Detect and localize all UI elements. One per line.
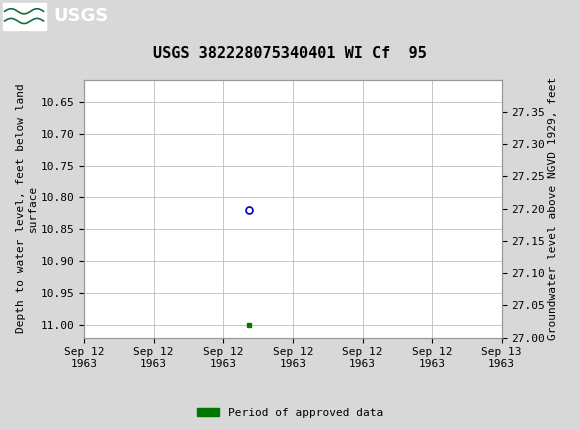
Text: USGS: USGS [53, 7, 108, 25]
FancyBboxPatch shape [3, 3, 46, 30]
Text: USGS 382228075340401 WI Cf  95: USGS 382228075340401 WI Cf 95 [153, 46, 427, 61]
Legend: Period of approved data: Period of approved data [193, 403, 387, 422]
Y-axis label: Groundwater level above NGVD 1929, feet: Groundwater level above NGVD 1929, feet [548, 77, 558, 340]
Y-axis label: Depth to water level, feet below land
surface: Depth to water level, feet below land su… [16, 84, 38, 333]
